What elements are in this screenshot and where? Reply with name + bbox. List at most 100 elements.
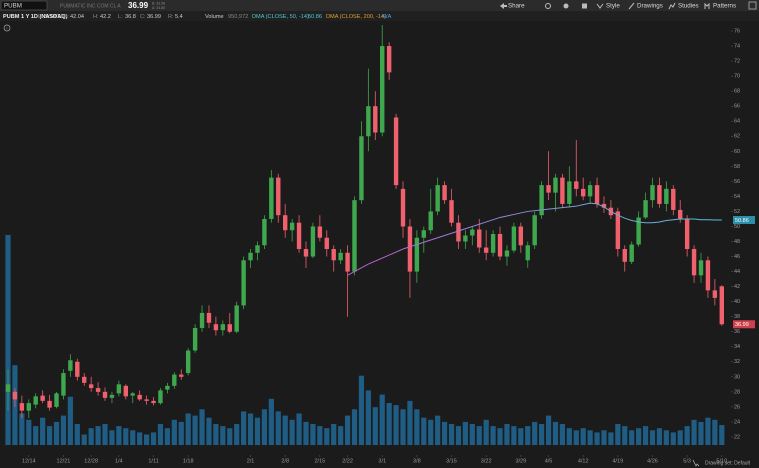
candle-body	[636, 217, 641, 245]
candle-body	[380, 46, 385, 133]
volume-bar	[351, 409, 358, 445]
candle-body	[587, 185, 593, 197]
candle-body	[678, 209, 683, 219]
toolbar-button[interactable]: Studies	[678, 3, 699, 10]
candle-body	[179, 374, 184, 377]
candle-body	[130, 393, 135, 396]
symbol[interactable]: PUBM	[4, 3, 22, 10]
candle-body	[116, 384, 122, 394]
y-tick-label: 26	[734, 404, 740, 410]
candle-body	[691, 249, 697, 276]
y-tick-label: 38	[734, 314, 740, 320]
volume-bar	[199, 409, 205, 445]
candle-body	[241, 260, 246, 306]
quote-field: D:	[38, 14, 44, 20]
quote-field: 950,972	[228, 14, 248, 20]
volume-bar	[227, 428, 233, 445]
volume-bar	[171, 419, 177, 445]
candle-body	[629, 244, 634, 262]
volume-bar	[358, 375, 365, 445]
y-tick-label: 42	[734, 284, 740, 290]
candle-body	[386, 46, 392, 73]
x-tick-label: 12/28	[84, 458, 98, 464]
volume-bar	[421, 417, 427, 445]
volume-bar	[532, 421, 538, 445]
volume-bar	[303, 421, 309, 445]
drawing-set: Drawing set: Default	[705, 460, 751, 466]
candle-body	[359, 136, 364, 201]
candle-body	[5, 384, 11, 392]
x-tick-label: 3/29	[515, 458, 526, 464]
candle-body	[40, 395, 45, 401]
y-tick-label: 62	[734, 134, 740, 140]
volume-bar	[386, 403, 392, 445]
patterns-icon[interactable]	[704, 2, 710, 9]
candle-body	[664, 188, 669, 204]
volume-bar	[254, 417, 261, 445]
candle-body	[393, 117, 399, 186]
candle-body	[553, 177, 558, 193]
dma-value-label: 50.86	[735, 218, 749, 224]
volume-bar	[109, 430, 115, 445]
candle-body	[317, 226, 323, 238]
candle-body	[400, 188, 406, 227]
style-icon[interactable]	[596, 3, 604, 9]
volume-bar	[40, 417, 46, 445]
settings-icon[interactable]	[563, 3, 569, 9]
candle-body	[255, 245, 260, 253]
volume-bar	[192, 415, 198, 445]
volume-bar	[67, 396, 73, 445]
volume-bar	[407, 400, 413, 445]
toolbar-button[interactable]: Share	[508, 3, 525, 10]
candle-body	[601, 203, 607, 208]
toolbar-button[interactable]: Drawings	[637, 3, 663, 10]
y-tick-label: 30	[734, 374, 740, 380]
info-icon[interactable]	[3, 24, 11, 32]
volume-bar	[317, 426, 323, 445]
alert-icon[interactable]	[545, 3, 551, 9]
studies-icon[interactable]	[668, 2, 676, 10]
candle-body	[123, 385, 129, 397]
volume-bar	[573, 430, 579, 445]
bid: B: 33.98	[152, 1, 165, 5]
share-icon[interactable]	[500, 3, 507, 9]
candle-body	[33, 396, 38, 405]
volume-bar	[545, 415, 552, 445]
layout-icon[interactable]	[582, 3, 587, 9]
symbol-input[interactable]	[0, 0, 48, 11]
volume-bar	[559, 424, 565, 445]
x-tick-label: 2/1	[247, 458, 255, 464]
candle-body	[539, 185, 544, 216]
volume-bar	[296, 413, 302, 445]
y-tick-label: 28	[734, 389, 740, 395]
volume-bar	[712, 419, 718, 445]
toolbar-button[interactable]: Patterns	[713, 3, 736, 10]
ask: A: 34.80	[152, 6, 165, 10]
drawings-icon[interactable]	[628, 2, 635, 10]
candle-body	[373, 106, 378, 133]
volume-bar	[566, 428, 572, 445]
candle-body	[428, 211, 433, 231]
candle-body	[712, 290, 718, 298]
volume-bar	[289, 419, 295, 445]
candle-body	[684, 218, 690, 250]
volume-bar	[365, 390, 371, 445]
cursor-icon[interactable]	[692, 459, 700, 467]
x-tick-label: 4/12	[578, 458, 589, 464]
volume-bar	[74, 424, 80, 445]
candle-body	[102, 391, 108, 398]
candle-body	[622, 249, 627, 262]
x-tick-label: 3/8	[413, 458, 421, 464]
volume-bar	[622, 426, 628, 445]
volume-bar	[649, 430, 656, 445]
volume-bar	[185, 413, 191, 445]
candle-body	[137, 394, 142, 400]
candle-body	[172, 374, 177, 386]
maximize-button[interactable]	[748, 1, 757, 10]
volume-bar	[137, 432, 143, 445]
y-tick-label: 66	[734, 104, 740, 110]
toolbar-button[interactable]: Style	[606, 3, 620, 10]
candle-body	[518, 226, 524, 246]
y-tick-label: 44	[734, 269, 740, 275]
volume-bar	[26, 419, 32, 445]
